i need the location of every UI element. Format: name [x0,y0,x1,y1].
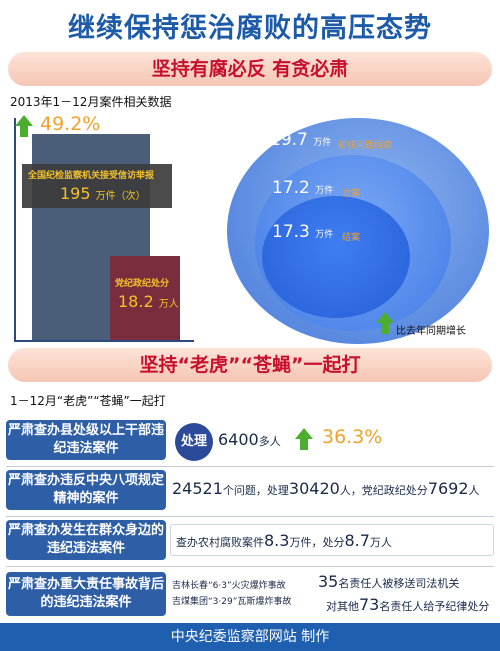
row-4-line-2: 对其他73名责任人给予纪律处分 [326,595,490,614]
row-4-line-1: 35名责任人被移送司法机关 [318,572,460,591]
row-3-label: 严肃查办发生在群众身边的违纪违法案件 [6,520,166,560]
row-1-label: 严肃查办县处级以上干部违纪违法案件 [6,420,166,460]
bar-letters-reports-label: 全国纪检监察机关接受信访举报 [28,171,155,181]
row-3-text: 查办农村腐败案件8.3万件，处分8.7万人 [176,531,392,550]
row-4-case-2: 吉煤集团“3·29”瓦斯爆炸事故 [172,597,292,607]
bar-growth-label: 49.2% [40,113,101,135]
row-1-value: 6400多人 [218,430,281,449]
row-1-badge: 处理 [175,423,213,461]
bubble-case-closing [262,196,410,318]
row-1-up-arrow-icon [295,428,313,450]
row-2-label: 严肃查办违反中央八项规定精神的案件 [6,470,166,510]
section-2-note: 1－12月“老虎”“苍蝇”一起打 [10,394,166,408]
row-4-case-1: 吉林长春“6·3”火灾爆炸事故 [172,581,286,591]
bubble-case-filing-value: 17.2 万件 [272,178,334,198]
chart-axis-base [14,340,194,342]
section-1-note: 2013年1－12月案件相关数据 [10,95,172,109]
bubble-case-closing-label: 结案 [342,233,361,243]
footer-credit: 中央纪委监察部网站 制作 [0,623,500,651]
bar-letters-reports-value: 195 万件（次） [60,184,146,203]
up-arrow-icon [15,115,33,137]
divider [6,566,494,567]
bubble-clue-verification-value: 19.7 万件 [270,130,332,150]
row-1-growth: 36.3% [322,426,383,448]
row-3-box [170,524,494,556]
page-title: 继续保持惩治腐败的高压态势 [68,13,432,44]
bubble-case-filing-label: 立案 [342,189,361,199]
chart-legend: 比去年同期增长 [396,326,466,337]
bar-discipline-label: 党纪政纪处分 [115,279,170,289]
banner-section-1: 坚持有腐必反 有贪必肃 [8,52,492,86]
bar-letters-reports-caption-bg [22,164,172,208]
bar-discipline-value: 18.2 万人 [118,292,179,311]
divider [6,466,494,467]
row-4-label: 严肃查办重大责任事故背后的违纪违法案件 [6,572,166,616]
bubble-clue-verification-label: 初核问题线索 [338,141,393,151]
banner-section-2: 坚持“老虎”“苍蝇”一起打 [8,348,492,382]
row-2-text: 24521个问题，处理30420人，党纪政纪处分7692人 [172,479,480,498]
bubble-case-closing-value: 17.3 万件 [272,222,334,242]
divider [6,516,494,517]
legend-up-arrow-icon [376,312,394,334]
chart-axis-left [14,118,16,342]
bar-discipline [110,256,180,340]
